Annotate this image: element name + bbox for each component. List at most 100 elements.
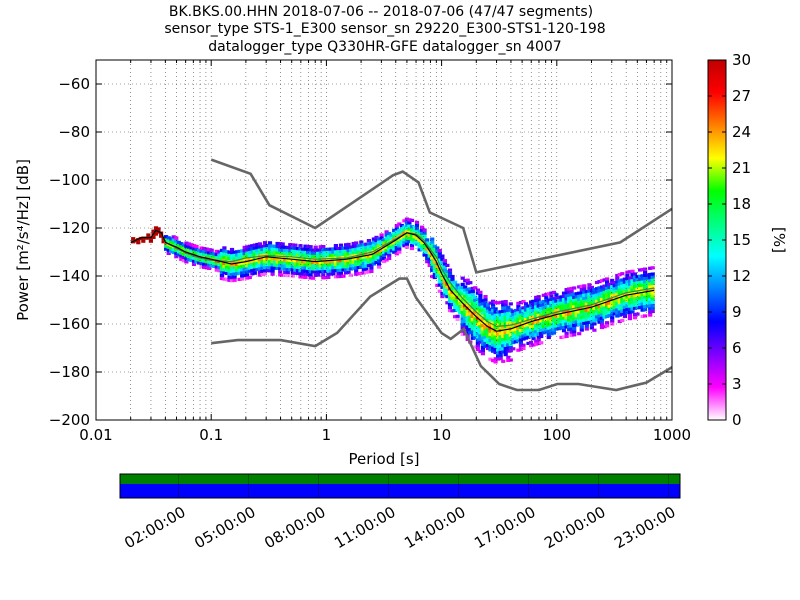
heatmap-cell [460, 289, 465, 293]
heatmap-cell [422, 234, 427, 238]
heatmap-cell [622, 293, 627, 297]
heatmap-cell [260, 272, 265, 277]
heatmap-cell [384, 236, 389, 240]
heatmap-cell [364, 258, 369, 262]
heatmap-cell [442, 284, 447, 288]
heatmap-cell [422, 247, 427, 251]
heatmap-cell [341, 268, 346, 272]
heatmap-cell [607, 289, 612, 293]
heatmap-cell [577, 322, 582, 326]
heatmap-cell [587, 311, 592, 315]
heatmap-cell [473, 286, 478, 290]
heatmap-cell [255, 246, 260, 250]
heatmap-cell [278, 260, 283, 264]
heatmap-cell [498, 338, 503, 342]
heatmap-cell [181, 259, 186, 263]
heatmap-cell [392, 241, 397, 245]
heatmap-cell [356, 262, 361, 266]
heatmap-cell [577, 307, 582, 311]
heatmap-cell [328, 272, 333, 276]
heatmap-cell [503, 346, 508, 350]
chart-title: BK.BKS.00.HHN 2018-07-06 -- 2018-07-06 (… [164, 4, 605, 55]
heatmap-cell [612, 284, 617, 288]
heatmap-cell [463, 307, 468, 311]
heatmap-cell [526, 304, 531, 308]
heatmap-cell [617, 298, 622, 302]
heatmap-cell [531, 330, 536, 335]
heatmap-cell [298, 275, 303, 279]
heatmap-cell [516, 314, 521, 318]
heatmap-cell [610, 316, 615, 320]
heatmap-cell [567, 328, 572, 332]
heatmap-cell [323, 247, 328, 252]
heatmap-cell [463, 325, 468, 330]
heatmap-cell [232, 253, 237, 257]
heatmap-cell [605, 277, 610, 281]
heatmap-cell [344, 246, 349, 250]
heatmap-cell [612, 290, 617, 294]
heatmap-cell [597, 280, 602, 284]
heatmap-cell [458, 311, 463, 315]
heatmap-cell [493, 360, 498, 364]
heatmap-cell [597, 298, 602, 302]
heatmap-cell [549, 300, 554, 305]
heatmap-cell [404, 223, 409, 227]
heatmap-cell [397, 244, 402, 248]
heatmap-cell [554, 318, 559, 322]
heatmap-cell [511, 319, 516, 323]
heatmap-cell [554, 311, 559, 316]
heatmap-cell [336, 271, 341, 276]
heatmap-cell [333, 244, 338, 248]
heatmap-cell [247, 247, 252, 251]
heatmap-cell [589, 310, 594, 314]
heatmap-cell [387, 253, 392, 257]
heatmap-cell [468, 290, 473, 294]
heatmap-cell [612, 312, 617, 316]
heatmap-cell [293, 262, 298, 266]
heatmap-cell [176, 253, 181, 257]
heatmap-cell [409, 225, 415, 229]
heatmap-cell [627, 270, 632, 274]
heatmap-cell [468, 302, 473, 307]
heatmap-cell [328, 269, 333, 273]
heatmap-cell [640, 302, 645, 306]
heatmap-cell [599, 301, 605, 305]
heatmap-cell [222, 268, 227, 272]
heatmap-cell [435, 268, 440, 272]
heatmap-cell [204, 247, 209, 251]
heatmap-cell [460, 323, 465, 327]
heatmap-cell [640, 308, 645, 312]
heatmap-cell [485, 328, 491, 332]
heatmap-cell [610, 300, 615, 304]
heatmap-cell [364, 264, 369, 268]
heatmap-cell [513, 333, 518, 338]
heatmap-cell [407, 221, 412, 225]
heatmap-cell [574, 313, 579, 318]
heatmap-cell [526, 323, 531, 327]
heatmap-cell [521, 334, 526, 338]
heatmap-cell [245, 248, 250, 252]
heatmap-cell [194, 257, 199, 261]
heatmap-cell [250, 259, 255, 263]
heatmap-cell [556, 311, 562, 315]
heatmap-cell [333, 265, 338, 270]
heatmap-cell [174, 236, 179, 240]
heatmap-cell [506, 315, 511, 319]
heatmap-cell [227, 253, 232, 257]
data-coverage-timeline: 02:00:00 05:00:00 08:00:00 11:00:00 14:00:00… [119, 473, 681, 552]
heatmap-cell [402, 225, 407, 229]
heatmap-cell [460, 320, 465, 324]
heatmap-cell [473, 295, 478, 299]
heatmap-cell [316, 251, 321, 255]
heatmap-cell [480, 352, 485, 356]
heatmap-cell [501, 359, 506, 363]
heatmap-cell [582, 296, 587, 300]
heatmap-cell [222, 277, 227, 281]
heatmap-cell [409, 237, 415, 241]
heatmap-cell [534, 320, 539, 324]
heatmap-cell [643, 308, 648, 312]
heatmap-cell [262, 241, 268, 245]
heatmap-cell [326, 272, 331, 276]
heatmap-cell [503, 318, 508, 322]
heatmap-cell [288, 261, 293, 265]
